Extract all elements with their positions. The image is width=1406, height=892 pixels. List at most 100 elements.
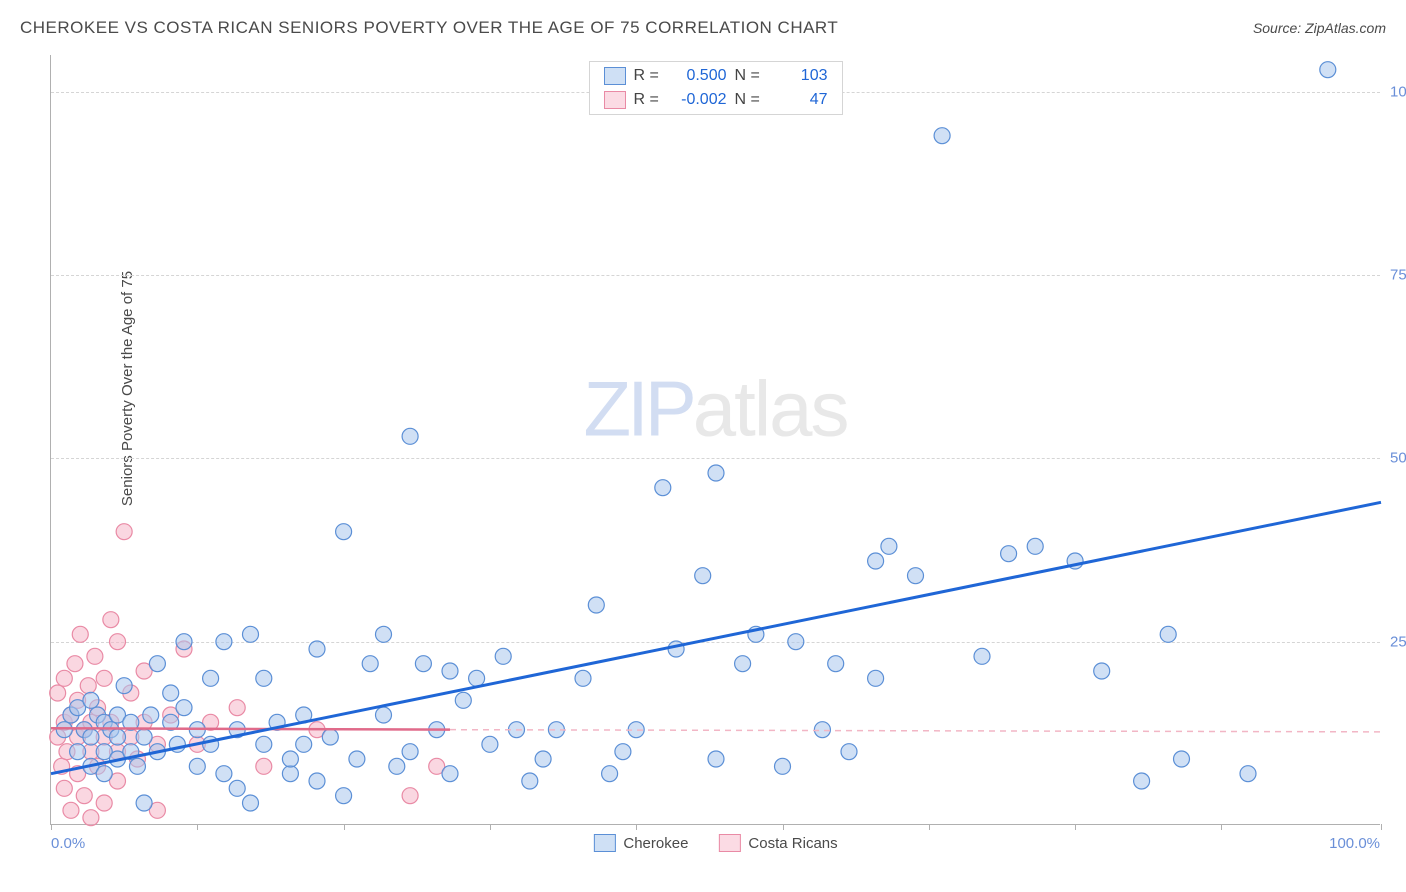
data-point <box>1134 773 1150 789</box>
data-point <box>362 656 378 672</box>
data-point <box>1094 663 1110 679</box>
data-point <box>522 773 538 789</box>
data-point <box>402 744 418 760</box>
data-point <box>1001 546 1017 562</box>
data-point <box>934 128 950 144</box>
chart-title: CHEROKEE VS COSTA RICAN SENIORS POVERTY … <box>20 18 838 38</box>
data-point <box>495 648 511 664</box>
data-point <box>322 729 338 745</box>
data-point <box>243 795 259 811</box>
data-point <box>149 656 165 672</box>
x-tick-mark <box>1221 824 1222 830</box>
data-point <box>775 758 791 774</box>
data-point <box>296 736 312 752</box>
data-point <box>96 766 112 782</box>
data-point <box>336 524 352 540</box>
x-tick-mark <box>929 824 930 830</box>
data-point <box>83 729 99 745</box>
data-point <box>72 626 88 642</box>
data-point <box>455 692 471 708</box>
x-tick-min: 0.0% <box>51 835 85 852</box>
data-point <box>256 670 272 686</box>
data-point <box>349 751 365 767</box>
data-point <box>469 670 485 686</box>
scatter-svg <box>51 55 1380 824</box>
data-point <box>96 670 112 686</box>
x-tick-max: 100.0% <box>1329 835 1380 852</box>
data-point <box>868 670 884 686</box>
swatch-costa-ricans <box>604 91 626 109</box>
data-point <box>176 700 192 716</box>
x-tick-mark <box>197 824 198 830</box>
swatch-cherokee <box>604 67 626 85</box>
data-point <box>203 670 219 686</box>
data-point <box>243 626 259 642</box>
x-tick-mark <box>490 824 491 830</box>
data-point <box>116 524 132 540</box>
data-point <box>415 656 431 672</box>
data-point <box>229 700 245 716</box>
data-point <box>841 744 857 760</box>
data-point <box>83 692 99 708</box>
data-point <box>56 780 72 796</box>
data-point <box>50 685 66 701</box>
data-point <box>535 751 551 767</box>
data-point <box>708 751 724 767</box>
data-point <box>868 553 884 569</box>
data-point <box>229 780 245 796</box>
x-tick-mark <box>636 824 637 830</box>
data-point <box>189 758 205 774</box>
data-point <box>615 744 631 760</box>
data-point <box>76 788 92 804</box>
data-point <box>282 751 298 767</box>
data-point <box>309 773 325 789</box>
x-tick-mark <box>1381 824 1382 830</box>
legend-row-costa-ricans: R = -0.002 N = 47 <box>590 88 842 112</box>
x-tick-mark <box>344 824 345 830</box>
data-point <box>80 678 96 694</box>
data-point <box>116 678 132 694</box>
data-point <box>814 722 830 738</box>
data-point <box>389 758 405 774</box>
trend-line-costa-ricans <box>51 728 450 729</box>
data-point <box>735 656 751 672</box>
data-point <box>83 810 99 826</box>
data-point <box>176 634 192 650</box>
data-point <box>1174 751 1190 767</box>
data-point <box>908 568 924 584</box>
legend-item-cherokee: Cherokee <box>593 834 688 852</box>
chart-source: Source: ZipAtlas.com <box>1253 20 1386 36</box>
data-point <box>376 626 392 642</box>
data-point <box>70 744 86 760</box>
data-point <box>87 648 103 664</box>
data-point <box>482 736 498 752</box>
data-point <box>442 766 458 782</box>
y-tick-label: 100.0% <box>1390 83 1406 100</box>
chart-header: CHEROKEE VS COSTA RICAN SENIORS POVERTY … <box>20 18 1386 38</box>
swatch-icon <box>718 834 740 852</box>
data-point <box>1320 62 1336 78</box>
data-point <box>56 722 72 738</box>
data-point <box>103 612 119 628</box>
data-point <box>588 597 604 613</box>
data-point <box>881 538 897 554</box>
x-tick-mark <box>1075 824 1076 830</box>
data-point <box>216 634 232 650</box>
data-point <box>1160 626 1176 642</box>
data-point <box>136 729 152 745</box>
data-point <box>336 788 352 804</box>
data-point <box>402 428 418 444</box>
legend-row-cherokee: R = 0.500 N = 103 <box>590 64 842 88</box>
data-point <box>309 641 325 657</box>
data-point <box>695 568 711 584</box>
plot-area: ZIPatlas R = 0.500 N = 103 R = -0.002 N … <box>50 55 1380 825</box>
data-point <box>974 648 990 664</box>
x-tick-mark <box>51 824 52 830</box>
data-point <box>788 634 804 650</box>
y-tick-label: 50.0% <box>1390 450 1406 467</box>
data-point <box>376 707 392 723</box>
data-point <box>96 795 112 811</box>
data-point <box>282 766 298 782</box>
y-tick-label: 25.0% <box>1390 633 1406 650</box>
data-point <box>668 641 684 657</box>
